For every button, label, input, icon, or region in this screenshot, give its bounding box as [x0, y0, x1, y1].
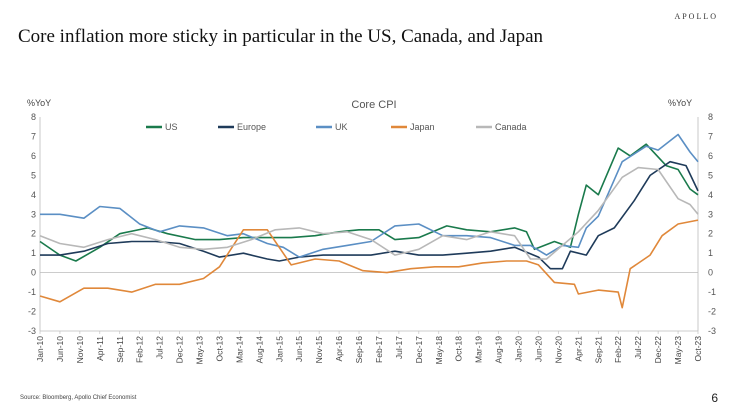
x-tick-label: Apr-16 [334, 336, 344, 362]
x-tick-label: Jan-20 [514, 336, 524, 362]
x-tick-label: Apr-21 [573, 336, 583, 362]
x-tick-label: Mar-19 [474, 336, 484, 363]
y-tick-label-right: -3 [708, 326, 716, 336]
y-tick-label-right: 4 [708, 190, 713, 200]
y-tick-label-left: 0 [31, 268, 36, 278]
y-tick-label-right: 7 [708, 131, 713, 141]
legend-label-europe: Europe [237, 122, 266, 132]
y-tick-label-left: -1 [28, 287, 36, 297]
x-tick-label: Apr-11 [95, 336, 105, 361]
x-tick-label: May-18 [434, 336, 444, 365]
x-tick-label: Jun-10 [55, 336, 65, 362]
x-tick-label: Jul-17 [394, 336, 404, 359]
y-tick-label-right: 1 [708, 248, 713, 258]
x-tick-label: Dec-12 [175, 336, 185, 364]
series-line-canada [39, 166, 699, 260]
x-tick-label: Jan-10 [35, 336, 45, 362]
y-tick-label-left: 5 [31, 170, 36, 180]
y-tick-label-left: 3 [31, 209, 36, 219]
y-tick-label-left: 7 [31, 131, 36, 141]
y-tick-label-right: 3 [708, 209, 713, 219]
series-line-japan [39, 219, 699, 309]
x-tick-label: Jul-12 [155, 336, 165, 359]
series-line-europe [40, 160, 699, 270]
y-tick-label-right: 0 [708, 268, 713, 278]
y-tick-label-right: 8 [708, 112, 713, 122]
series-line-us [39, 143, 699, 262]
source-note: Source: Bloomberg, Apollo Chief Economis… [20, 395, 137, 401]
legend-label-canada: Canada [495, 122, 527, 132]
y-tick-label-left: 2 [31, 229, 36, 239]
x-tick-label: May-23 [673, 336, 683, 365]
x-tick-label: Sep-16 [354, 336, 364, 364]
x-tick-label: Dec-17 [414, 336, 424, 364]
y-tick-label-right: 6 [708, 151, 713, 161]
x-tick-label: Dec-22 [653, 336, 663, 364]
x-tick-label: Jan-15 [274, 336, 284, 362]
y-tick-label-left: 4 [31, 190, 36, 200]
x-tick-label: Jun-15 [294, 336, 304, 362]
x-tick-label: Sep-11 [115, 336, 125, 363]
y-tick-label-left: 8 [31, 112, 36, 122]
x-tick-label: Aug-19 [494, 336, 504, 364]
slide-title: Core inflation more sticky in particular… [18, 26, 543, 47]
chart-title: Core CPI [351, 99, 396, 111]
x-tick-label: Oct-18 [454, 336, 464, 362]
x-tick-label: Nov-10 [75, 336, 85, 364]
y-tick-label-right: -1 [708, 287, 716, 297]
brand-logo: APOLLO [674, 12, 718, 21]
y-tick-label-right: 5 [708, 170, 713, 180]
y-tick-label-right: 2 [708, 229, 713, 239]
y-tick-label-left: 1 [31, 248, 36, 258]
x-tick-label: Nov-20 [553, 336, 563, 364]
x-tick-label: May-13 [195, 336, 205, 365]
y-tick-label-left: 6 [31, 151, 36, 161]
y-axis-label-right: %YoY [668, 98, 692, 108]
x-tick-label: Sep-21 [593, 336, 603, 364]
x-tick-label: Oct-13 [214, 336, 224, 362]
legend-label-us: US [165, 122, 178, 132]
x-tick-label: Feb-22 [613, 336, 623, 363]
y-tick-label-left: -2 [28, 307, 36, 317]
x-tick-label: Nov-15 [314, 336, 324, 364]
x-tick-label: Aug-14 [254, 336, 264, 364]
x-tick-label: Mar-14 [234, 336, 244, 363]
x-tick-label: Feb-17 [374, 336, 384, 363]
y-tick-label-left: -3 [28, 326, 36, 336]
y-axis-label-left: %YoY [27, 98, 51, 108]
x-tick-label: Jun-20 [533, 336, 543, 362]
legend-label-japan: Japan [410, 122, 435, 132]
x-tick-label: Oct-23 [693, 336, 703, 362]
page-number: 6 [711, 391, 718, 405]
y-tick-label-right: -2 [708, 307, 716, 317]
x-tick-label: Jul-22 [633, 336, 643, 359]
x-tick-label: Feb-12 [135, 336, 145, 363]
legend-label-uk: UK [335, 122, 348, 132]
